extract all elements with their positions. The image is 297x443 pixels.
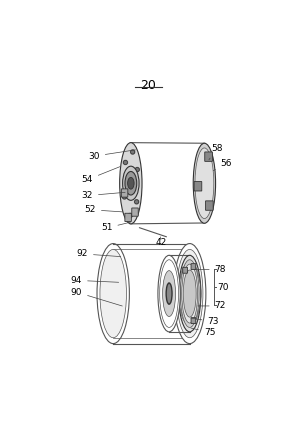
Ellipse shape: [182, 264, 198, 323]
Text: 32: 32: [82, 191, 125, 200]
FancyBboxPatch shape: [206, 201, 213, 210]
FancyBboxPatch shape: [194, 182, 202, 191]
Text: 56: 56: [213, 159, 232, 171]
FancyBboxPatch shape: [191, 264, 196, 269]
Circle shape: [128, 214, 132, 218]
Text: 75: 75: [191, 328, 215, 337]
Ellipse shape: [166, 283, 172, 304]
Text: 90: 90: [71, 288, 122, 306]
Circle shape: [135, 200, 139, 204]
FancyBboxPatch shape: [125, 213, 131, 222]
Ellipse shape: [193, 143, 216, 223]
Ellipse shape: [178, 255, 201, 332]
Ellipse shape: [180, 260, 199, 327]
Text: 51: 51: [101, 222, 130, 233]
Text: 94: 94: [71, 276, 119, 285]
Ellipse shape: [97, 244, 129, 344]
Text: 54: 54: [82, 167, 120, 184]
FancyBboxPatch shape: [183, 267, 187, 273]
Ellipse shape: [176, 249, 203, 338]
FancyBboxPatch shape: [121, 189, 128, 197]
Text: 72: 72: [198, 301, 226, 311]
Circle shape: [122, 195, 127, 199]
Text: 78: 78: [195, 265, 226, 274]
Ellipse shape: [100, 249, 127, 338]
FancyBboxPatch shape: [132, 208, 138, 216]
Text: 73: 73: [191, 317, 219, 326]
FancyBboxPatch shape: [191, 318, 196, 323]
Circle shape: [135, 167, 139, 171]
Ellipse shape: [128, 177, 134, 189]
Circle shape: [123, 160, 127, 164]
Ellipse shape: [195, 148, 214, 218]
Ellipse shape: [163, 271, 176, 317]
Text: 92: 92: [77, 249, 121, 258]
Ellipse shape: [158, 255, 180, 332]
Text: 42: 42: [155, 237, 167, 247]
Ellipse shape: [173, 244, 206, 344]
Text: 58: 58: [209, 144, 222, 160]
Text: 20: 20: [140, 79, 157, 92]
Ellipse shape: [123, 166, 139, 200]
Text: 30: 30: [88, 150, 135, 161]
Circle shape: [131, 150, 135, 154]
Ellipse shape: [183, 270, 196, 317]
Ellipse shape: [125, 171, 137, 195]
Text: 52: 52: [85, 205, 123, 214]
Text: 70: 70: [217, 283, 228, 291]
Ellipse shape: [120, 143, 142, 224]
FancyBboxPatch shape: [205, 152, 212, 161]
